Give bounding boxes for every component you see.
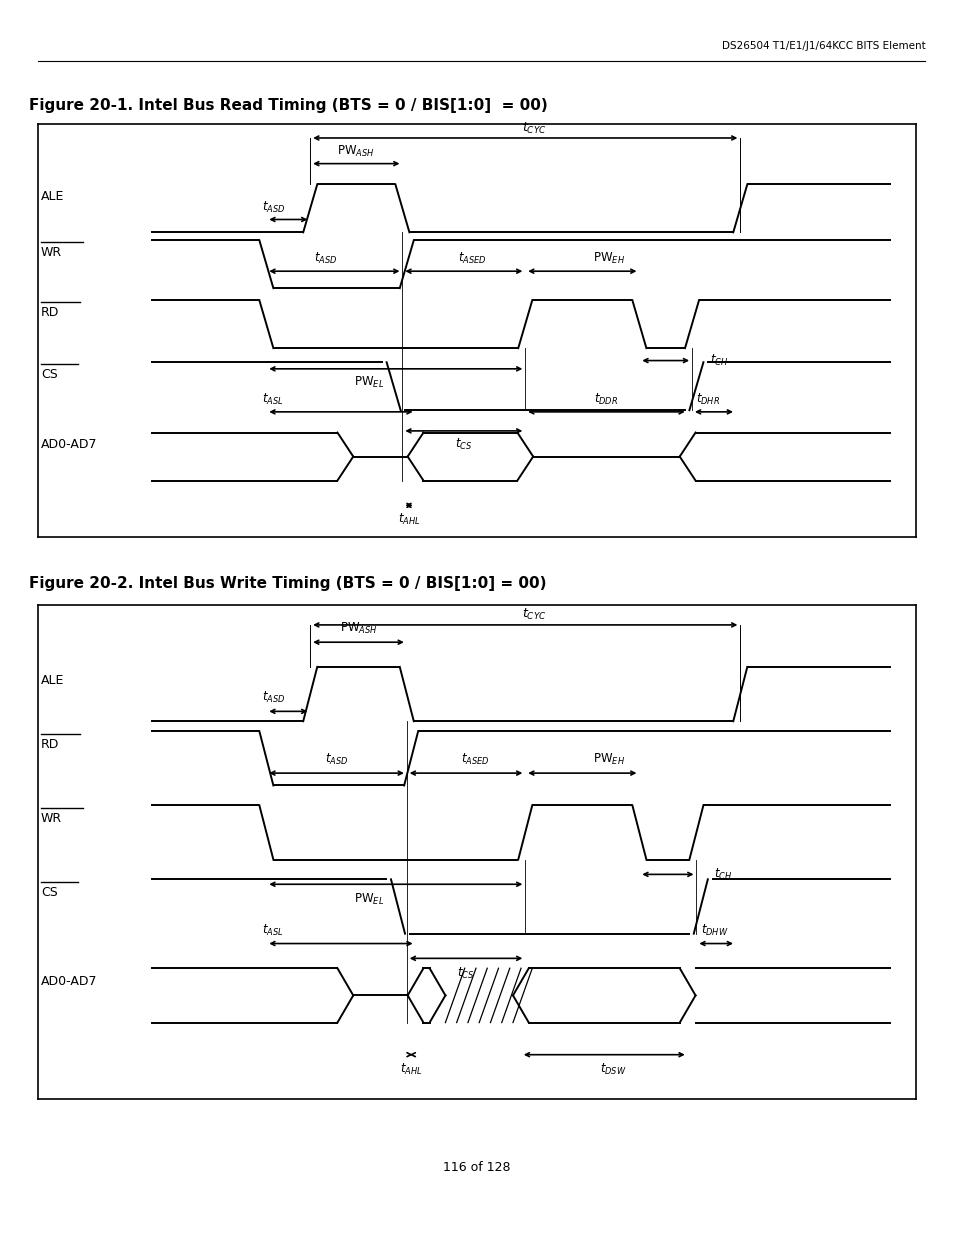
Text: $t_{ASD}$: $t_{ASD}$ [325,752,348,767]
Text: Figure 20-2. Intel Bus Write Timing (BTS = 0 / BIS[1:0] = 00): Figure 20-2. Intel Bus Write Timing (BTS… [29,576,545,590]
Text: PW$_{EL}$: PW$_{EL}$ [355,892,384,906]
Text: AD0-AD7: AD0-AD7 [41,438,97,451]
Text: WR: WR [41,813,62,825]
Text: $t_{AHL}$: $t_{AHL}$ [397,511,420,526]
Text: $t_{CS}$: $t_{CS}$ [455,437,472,452]
Text: $t_{DHW}$: $t_{DHW}$ [700,923,727,937]
Text: $t_{ASED}$: $t_{ASED}$ [460,752,489,767]
Text: $t_{ASD}$: $t_{ASD}$ [314,251,337,267]
Text: $t_{CH}$: $t_{CH}$ [713,867,732,882]
Text: $t_{ASD}$: $t_{ASD}$ [262,199,285,215]
Text: AD0-AD7: AD0-AD7 [41,976,97,988]
Text: $t_{DHR}$: $t_{DHR}$ [696,391,720,406]
Text: $t_{ASL}$: $t_{ASL}$ [262,391,283,406]
Text: ALE: ALE [41,190,64,203]
Text: PW$_{ASH}$: PW$_{ASH}$ [339,621,377,636]
Text: CS: CS [41,368,57,380]
Text: Figure 20-1. Intel Bus Read Timing (BTS = 0 / BIS[1:0]  = 00): Figure 20-1. Intel Bus Read Timing (BTS … [29,98,547,112]
Text: $t_{AHL}$: $t_{AHL}$ [399,1062,422,1077]
Text: WR: WR [41,246,62,258]
Text: PW$_{EH}$: PW$_{EH}$ [592,251,624,267]
Text: 116 of 128: 116 of 128 [443,1161,510,1173]
Text: $t_{CYC}$: $t_{CYC}$ [521,121,546,136]
Text: PW$_{EL}$: PW$_{EL}$ [355,375,384,390]
Text: $t_{CS}$: $t_{CS}$ [456,966,475,981]
Text: RD: RD [41,305,59,319]
Text: RD: RD [41,739,59,751]
Text: $t_{ASED}$: $t_{ASED}$ [457,251,486,267]
Text: DS26504 T1/E1/J1/64KCC BITS Element: DS26504 T1/E1/J1/64KCC BITS Element [720,41,924,51]
Text: PW$_{EH}$: PW$_{EH}$ [592,752,624,767]
Text: $t_{ASL}$: $t_{ASL}$ [262,923,283,937]
Text: ALE: ALE [41,674,64,687]
Text: CS: CS [41,887,57,899]
Text: PW$_{ASH}$: PW$_{ASH}$ [337,143,375,158]
Text: $t_{CH}$: $t_{CH}$ [709,353,727,368]
Text: $t_{DDR}$: $t_{DDR}$ [594,391,618,406]
Text: $t_{DSW}$: $t_{DSW}$ [599,1062,626,1077]
Text: $t_{CYC}$: $t_{CYC}$ [521,608,546,622]
Text: $t_{ASD}$: $t_{ASD}$ [262,690,285,705]
